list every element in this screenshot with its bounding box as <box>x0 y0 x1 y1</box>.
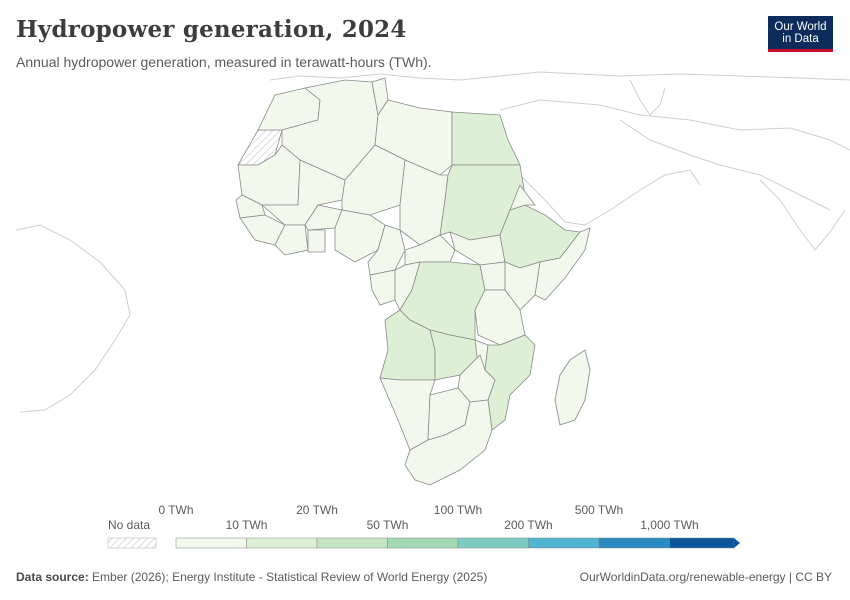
caspian-outline <box>629 79 666 116</box>
legend-bottom-label: 200 TWh <box>504 518 553 532</box>
footer-link[interactable]: OurWorldinData.org/renewable-energy | CC… <box>579 570 832 584</box>
legend-swatch <box>246 537 318 549</box>
europe-outline <box>269 71 850 81</box>
arabia-outline <box>502 149 701 226</box>
logo-line-2: in Data <box>782 33 819 45</box>
data-source-text: Ember (2026); Energy Institute - Statist… <box>88 570 488 584</box>
legend-swatch <box>316 537 388 549</box>
legend-swatch <box>528 537 600 549</box>
somalia <box>534 227 591 301</box>
legend-swatch <box>669 537 735 549</box>
namibia <box>379 377 436 451</box>
legend-bottom-label: 1,000 TWh <box>640 518 699 532</box>
data-source-label: Data source: <box>16 570 89 584</box>
legend-swatch <box>598 537 670 549</box>
chart-subtitle: Annual hydropower generation, measured i… <box>16 54 432 70</box>
logo-line-1: Our World <box>774 21 827 33</box>
cote-divoire <box>274 224 309 256</box>
legend-arrow <box>734 538 740 548</box>
mozambique <box>484 334 536 431</box>
gabon <box>369 269 396 306</box>
legend-swatch <box>387 537 459 549</box>
legend-top-label: 100 TWh <box>433 503 483 517</box>
cameroon <box>367 224 406 276</box>
senegal <box>235 194 266 219</box>
south-africa <box>404 399 493 486</box>
iran-outline <box>619 119 831 211</box>
americas-outline <box>15 224 131 413</box>
niger <box>341 144 406 216</box>
india-outline <box>759 179 846 251</box>
legend-bottom-label: 50 TWh <box>366 518 409 532</box>
chart-title: Hydropower generation, 2024 <box>16 16 407 43</box>
africa-map <box>15 71 850 486</box>
legend-swatch <box>457 537 529 549</box>
middle-east-outline <box>499 99 850 151</box>
legend-top-label: 0 TWh <box>158 503 194 517</box>
legend-bar <box>107 537 740 549</box>
egypt <box>451 111 521 166</box>
legend-no-data-label: No data <box>108 518 151 532</box>
madagascar-outline <box>554 349 591 426</box>
legend-top-label: 500 TWh <box>574 503 624 517</box>
eritrea <box>509 184 536 211</box>
owid-logo[interactable]: Our World in Data <box>768 16 833 52</box>
legend-bottom-label: 10 TWh <box>225 518 268 532</box>
legend-no-data-swatch <box>107 537 157 549</box>
ghana <box>307 229 326 253</box>
legend-swatch <box>175 537 247 549</box>
data-source: Data source: Ember (2026); Energy Instit… <box>16 570 487 584</box>
legend-top-label: 20 TWh <box>296 503 338 517</box>
